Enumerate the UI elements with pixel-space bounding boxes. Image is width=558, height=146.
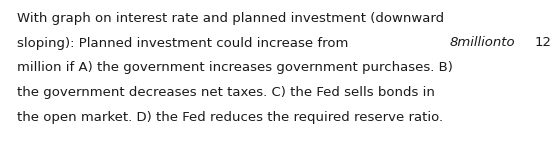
Text: sloping): Planned investment could increase from: sloping): Planned investment could incre… (17, 36, 352, 49)
Text: 12: 12 (535, 36, 551, 49)
Text: the government decreases net taxes. C) the Fed sells bonds in: the government decreases net taxes. C) t… (17, 86, 435, 99)
Text: the open market. D) the Fed reduces the required reserve ratio.: the open market. D) the Fed reduces the … (17, 111, 443, 124)
Text: million if A) the government increases government purchases. B): million if A) the government increases g… (17, 61, 453, 74)
Text: 8millionto: 8millionto (450, 36, 516, 49)
Text: With graph on interest rate and planned investment (downward: With graph on interest rate and planned … (17, 12, 444, 25)
